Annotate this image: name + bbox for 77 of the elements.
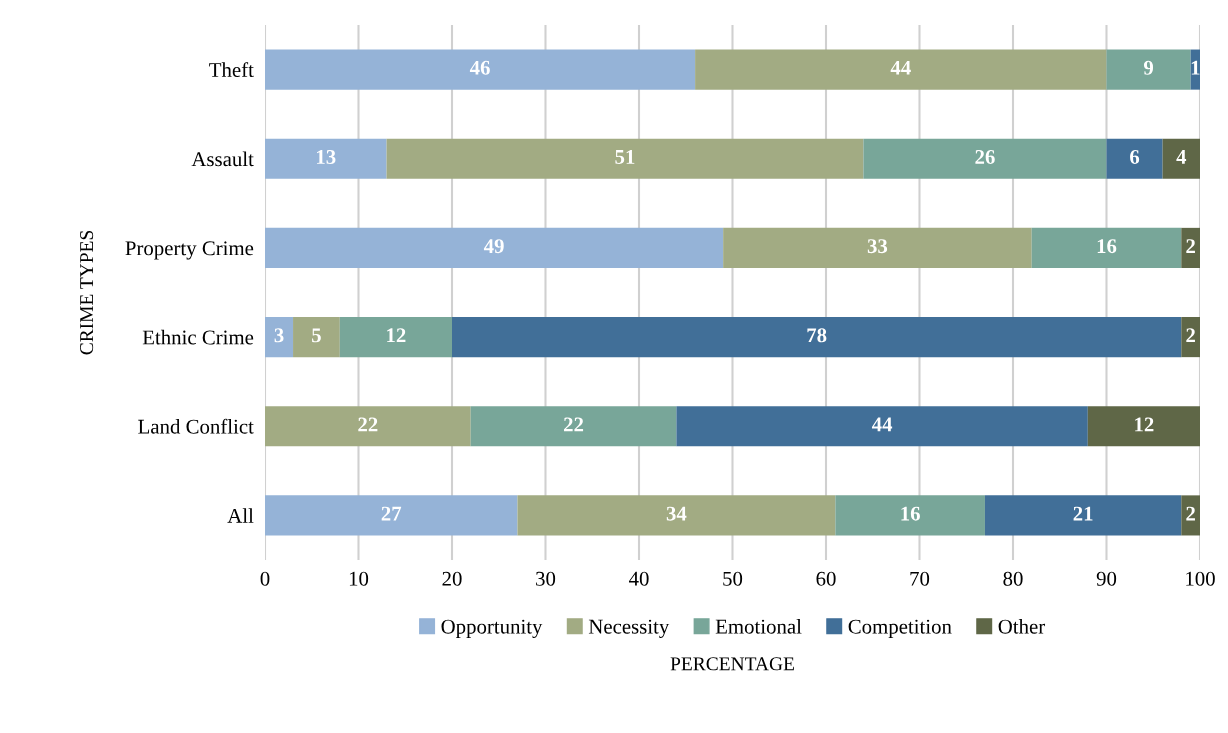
bar — [265, 227, 724, 268]
x-tick-label: 0 — [260, 571, 270, 586]
bar — [339, 317, 452, 358]
data-label: 12 — [1135, 417, 1154, 432]
bar — [265, 49, 696, 90]
bar — [293, 317, 340, 358]
data-label: 26 — [975, 149, 995, 164]
y-tick-label: Assault — [191, 151, 254, 167]
bar — [265, 495, 518, 536]
bar — [1031, 227, 1182, 268]
bar — [1162, 138, 1200, 179]
data-label: 1 — [1191, 60, 1200, 75]
y-tick-label: Land Conflict — [138, 418, 254, 434]
data-label: 44 — [890, 60, 911, 75]
bar — [1181, 495, 1200, 536]
y-tick-label: Ethnic Crime — [142, 329, 254, 345]
x-tick-label: 90 — [1096, 571, 1117, 586]
bar — [386, 138, 864, 179]
bar — [470, 406, 677, 447]
bar — [517, 495, 836, 536]
bar — [984, 495, 1182, 536]
data-label: 22 — [358, 417, 378, 432]
data-label: 2 — [1186, 328, 1195, 343]
bar — [676, 406, 1088, 447]
x-tick-label: 80 — [1003, 571, 1023, 586]
x-axis-title: PERCENTAGE — [670, 657, 794, 671]
legend-label: Necessity — [588, 619, 670, 638]
bar — [835, 495, 985, 536]
data-label: 27 — [381, 506, 402, 521]
data-label: 78 — [807, 328, 827, 343]
y-tick-label: Theft — [209, 62, 254, 78]
y-tick-label: Property Crime — [125, 241, 254, 260]
data-label: 16 — [901, 506, 920, 521]
data-label: 4 — [1176, 150, 1187, 164]
data-label: 2 — [1186, 506, 1195, 521]
x-tick-label: 70 — [910, 571, 930, 586]
data-label: 49 — [483, 239, 504, 254]
data-label: 46 — [469, 60, 490, 75]
legend-label: Emotional — [715, 619, 802, 634]
x-tick-label: 50 — [723, 571, 743, 586]
legend-label: Competition — [848, 619, 952, 638]
data-label: 16 — [1097, 239, 1117, 254]
legend-label: Other — [998, 619, 1046, 634]
x-tick-label: 30 — [536, 571, 556, 586]
data-label: 21 — [1073, 506, 1093, 521]
bar — [863, 138, 1107, 179]
data-label: 44 — [871, 417, 893, 432]
bar — [265, 138, 387, 179]
x-tick-label: 100 — [1186, 571, 1215, 586]
data-label: 9 — [1143, 60, 1154, 75]
data-label: 12 — [387, 328, 406, 343]
data-label: 33 — [867, 239, 888, 254]
bar — [265, 317, 294, 358]
x-tick-label: 40 — [628, 571, 649, 586]
data-label: 34 — [666, 506, 687, 521]
x-tick-label: 60 — [816, 571, 836, 586]
y-axis-title: CRIME TYPES — [80, 230, 94, 355]
data-label: 22 — [564, 417, 584, 432]
bar — [695, 49, 1107, 90]
bar — [265, 406, 471, 447]
data-label: 13 — [317, 149, 336, 164]
bar — [1181, 317, 1200, 358]
data-label: 2 — [1186, 239, 1195, 253]
x-tick-label: 20 — [442, 571, 462, 586]
x-tick-label: 10 — [349, 571, 369, 586]
y-tick-label: All — [227, 508, 254, 523]
bar — [452, 317, 1182, 358]
bar — [1087, 406, 1200, 447]
data-label: 6 — [1130, 149, 1140, 164]
bar — [1106, 138, 1163, 179]
data-label: 5 — [312, 328, 321, 343]
data-label: 51 — [615, 150, 635, 164]
bar — [1181, 227, 1200, 268]
data-label: 3 — [274, 328, 284, 343]
bar — [723, 227, 1032, 268]
legend-label: Opportunity — [441, 619, 543, 638]
bar — [1106, 49, 1191, 90]
